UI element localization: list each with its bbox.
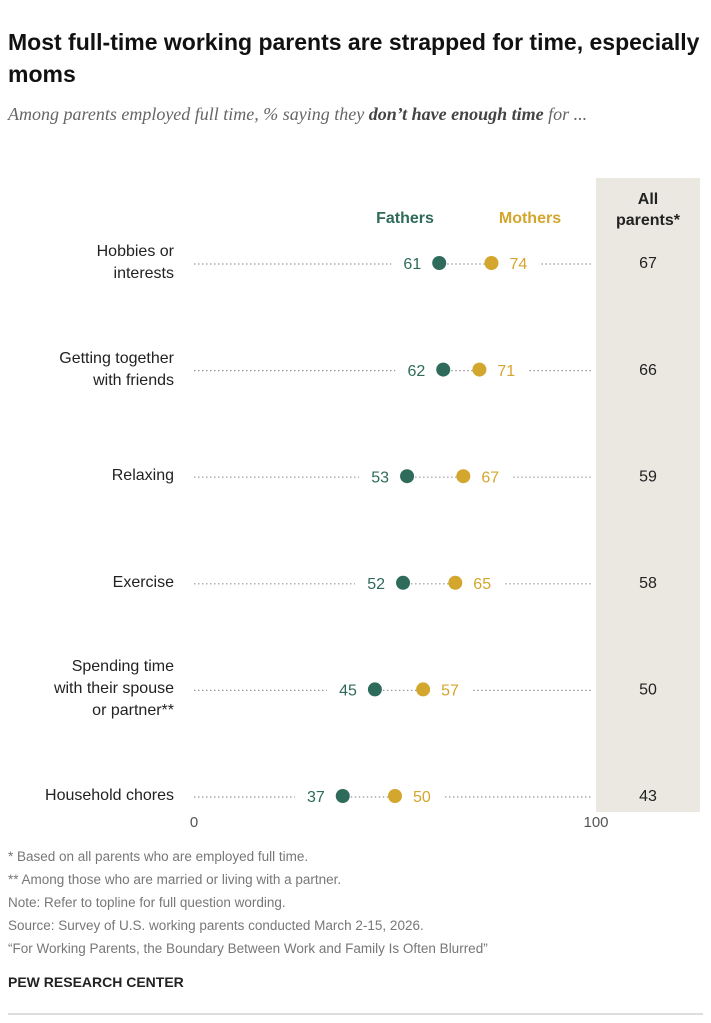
subtitle-emphasis: don’t have enough time — [368, 104, 544, 124]
brand: PEW RESEARCH CENTER — [8, 974, 184, 990]
value-label: 37 — [307, 789, 325, 806]
dot — [400, 469, 415, 484]
value-label: 65 — [473, 576, 491, 593]
dot — [484, 256, 499, 270]
dot — [436, 362, 451, 377]
dot — [388, 789, 402, 803]
chart-subtitle: Among parents employed full time, % sayi… — [8, 100, 708, 128]
category-label: Hobbies or interests — [96, 243, 174, 282]
category-label: Spending time with their spouse or partn… — [53, 658, 174, 720]
footnote: ** Among those who are married or living… — [8, 872, 342, 887]
all-parents-value: 66 — [639, 362, 657, 379]
legend-label: Fathers — [376, 210, 434, 227]
x-tick-label: 0 — [190, 814, 198, 831]
value-label: 74 — [509, 256, 527, 273]
all-parents-value: 43 — [639, 788, 657, 805]
dot — [367, 682, 382, 697]
all-parents-value: 58 — [639, 575, 657, 592]
footnote: Note: Refer to topline for full question… — [8, 895, 286, 910]
value-label: 53 — [371, 469, 389, 486]
dot — [432, 256, 447, 270]
footnote: “For Working Parents, the Boundary Betwe… — [8, 941, 488, 956]
all-parents-value: 67 — [639, 255, 657, 272]
dot — [456, 469, 471, 484]
category-label: Relaxing — [111, 467, 174, 485]
dot — [396, 575, 411, 590]
footnote: Source: Survey of U.S. working parents c… — [8, 918, 424, 933]
all-parents-header: All parents* — [616, 191, 681, 229]
subtitle-text: for ... — [543, 104, 588, 124]
dot — [472, 362, 487, 377]
all-parents-band — [596, 178, 700, 812]
footnote: * Based on all parents who are employed … — [8, 849, 309, 864]
all-parents-value: 50 — [639, 682, 657, 699]
dot — [448, 575, 463, 590]
value-label: 67 — [481, 469, 499, 486]
x-tick-label: 100 — [583, 814, 608, 831]
chart-title: Most full-time working parents are strap… — [8, 29, 700, 87]
value-label: 61 — [403, 256, 421, 273]
category-label: Exercise — [112, 573, 174, 591]
legend-label: Mothers — [499, 210, 561, 227]
value-label: 57 — [441, 683, 459, 700]
dot — [335, 789, 350, 803]
value-label: 62 — [407, 363, 425, 380]
category-label: Household chores — [45, 787, 174, 804]
subtitle-text: Among parents employed full time, % sayi… — [8, 104, 369, 124]
value-label: 71 — [497, 363, 515, 380]
value-label: 52 — [367, 576, 385, 593]
value-label: 50 — [413, 789, 431, 806]
category-label: Getting together with friends — [59, 349, 174, 389]
all-parents-value: 59 — [639, 468, 657, 485]
dot — [416, 682, 431, 697]
value-label: 45 — [339, 683, 357, 700]
